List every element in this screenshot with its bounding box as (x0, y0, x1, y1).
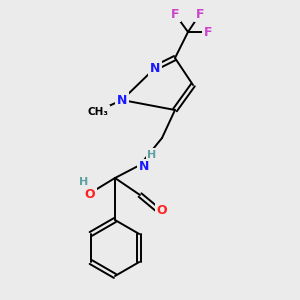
Text: O: O (85, 188, 95, 200)
Text: H: H (147, 150, 157, 160)
Text: F: F (204, 26, 212, 38)
Text: N: N (117, 94, 127, 106)
Text: F: F (196, 8, 204, 20)
Text: O: O (157, 203, 167, 217)
Text: CH₃: CH₃ (88, 107, 109, 117)
Text: F: F (171, 8, 179, 20)
Text: N: N (150, 61, 160, 74)
Text: H: H (80, 177, 88, 187)
Text: N: N (139, 160, 149, 173)
